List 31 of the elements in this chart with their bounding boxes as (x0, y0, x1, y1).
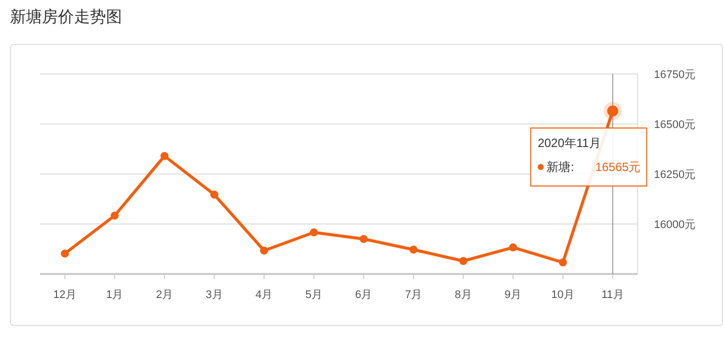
point (310, 228, 318, 236)
point (260, 246, 268, 255)
point (210, 190, 218, 199)
x-tick-label: 2月 (156, 289, 174, 301)
y-tick-label: 16000元 (654, 219, 696, 231)
point (60, 250, 69, 258)
point (558, 258, 567, 266)
point (110, 212, 119, 220)
y-tick-label: 16500元 (654, 119, 696, 131)
point (509, 243, 518, 252)
x-tick-label: 9月 (504, 289, 522, 301)
chart-title: 新塘房价走势图 (10, 8, 122, 26)
x-tick-label: 6月 (355, 289, 372, 301)
x-tick-label: 5月 (305, 289, 322, 301)
y-tick-label: 16250元 (654, 169, 696, 181)
x-tick-label: 8月 (454, 289, 472, 301)
x-tick-label: 10月 (551, 289, 575, 301)
y-tick-label: 16750元 (654, 69, 696, 81)
x-tick-label: 4月 (256, 289, 273, 301)
x-tick-label: 11月 (601, 289, 624, 301)
x-tick-label: 7月 (404, 289, 422, 301)
point (360, 235, 368, 243)
annotation: 新塘: (546, 160, 574, 174)
point (410, 246, 418, 254)
x-tick-label: 3月 (206, 289, 223, 301)
point (459, 257, 468, 265)
annotation: 16565元 (595, 160, 641, 174)
point (160, 152, 168, 160)
x-tick-label: 1月 (106, 289, 124, 301)
annotation: 2020年11月 (538, 136, 601, 150)
x-tick-label: 12月 (53, 289, 77, 301)
